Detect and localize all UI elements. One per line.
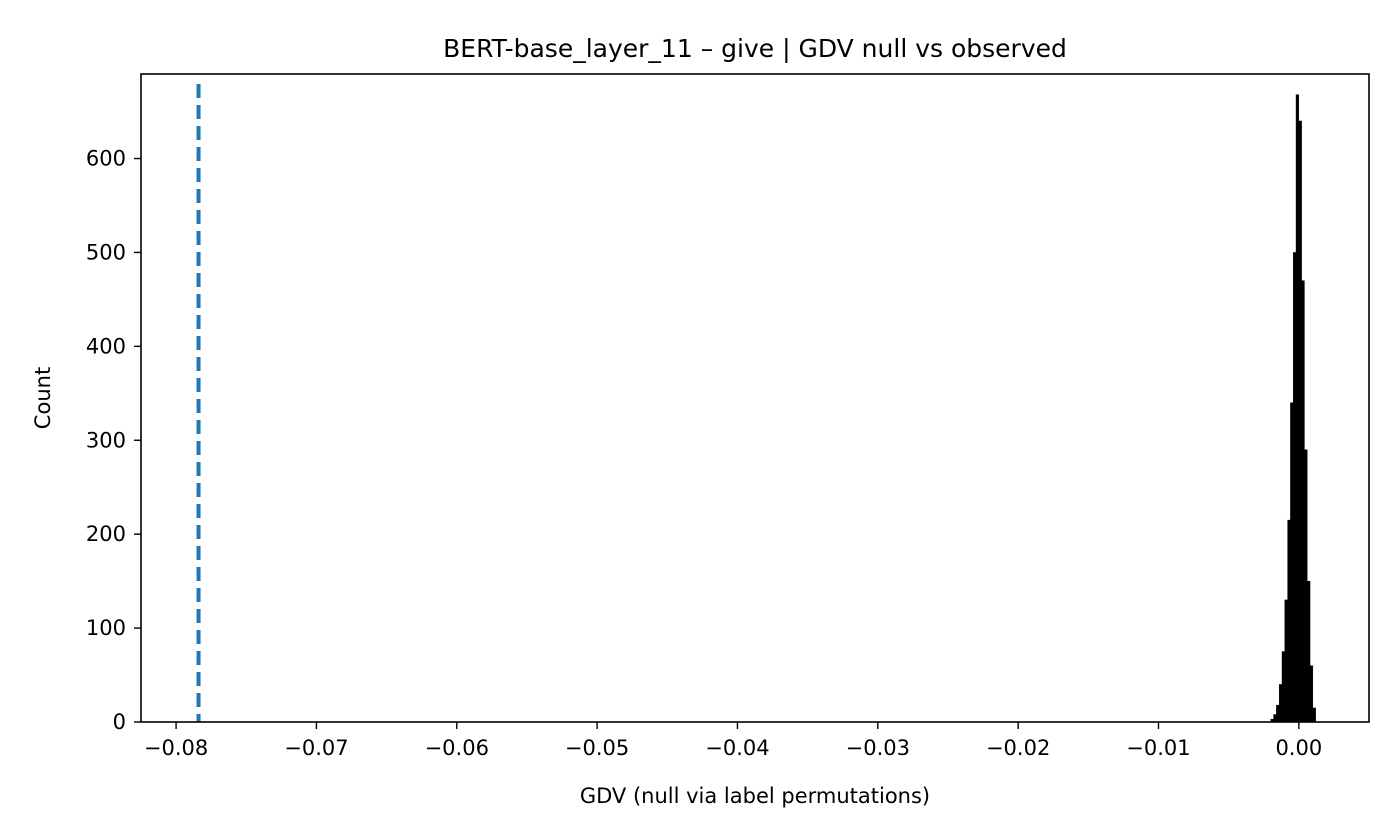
y-tick-label: 500 [86,240,126,264]
histogram-bar [1284,599,1288,723]
x-tick-label: −0.08 [144,736,208,760]
histogram-bar [1298,120,1302,723]
histogram-bar [1281,651,1285,723]
x-axis-ticks: −0.08 −0.07 −0.06 −0.05 −0.04 −0.03 −0.02 −0.01… [144,722,1322,760]
x-axis-title: GDV (null via label permutations) [580,784,930,808]
plot-frame [140,73,1370,723]
histogram-bar [1307,580,1311,723]
histogram-bar [1295,94,1300,723]
y-axis-ticks: 0 100 200 300 400 500 600 [86,147,141,734]
histogram-bar [1309,665,1314,723]
y-tick-label: 0 [113,710,126,734]
y-tick-label: 200 [86,522,126,546]
histogram-bar [1276,704,1280,723]
x-tick-label: −0.02 [986,736,1050,760]
y-tick-label: 600 [86,147,126,171]
histogram-bar [1304,449,1308,723]
x-tick-label: −0.06 [425,736,489,760]
y-tick-label: 300 [86,428,126,452]
histogram-bar [1293,252,1297,723]
histogram-bar [1290,402,1294,723]
x-tick-label: −0.07 [284,736,348,760]
histogram-bar [1273,714,1277,723]
histogram-bar [1312,707,1316,723]
chart-title: BERT-base_layer_11 – give | GDV null vs … [443,34,1067,63]
y-axis-title: Count [31,367,55,429]
histogram-bar [1278,684,1283,723]
x-tick-label: −0.04 [705,736,769,760]
y-tick-label: 400 [86,334,126,358]
x-tick-label: −0.01 [1126,736,1190,760]
x-tick-label: −0.05 [565,736,629,760]
y-tick-label: 100 [86,616,126,640]
histogram-bar [1287,519,1291,723]
histogram-bar [1301,280,1305,723]
x-tick-label: 0.00 [1275,736,1322,760]
x-tick-label: −0.03 [846,736,910,760]
histogram-bars [1270,94,1316,723]
